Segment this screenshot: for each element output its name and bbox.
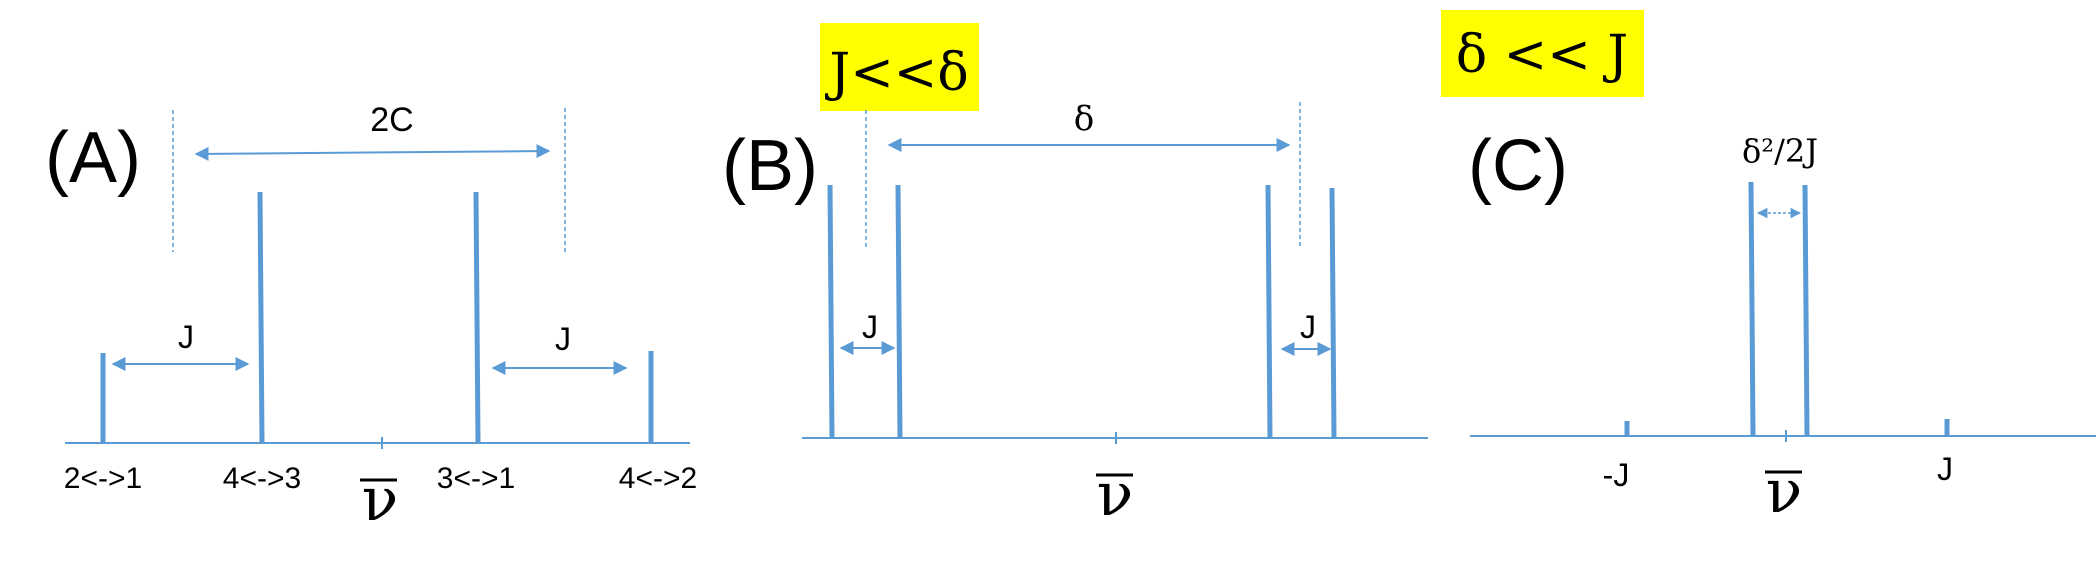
panel-b-line-3 [1265, 184, 1273, 439]
panel-b-j-label-right: J [1300, 309, 1316, 345]
panel-b-line-4 [1329, 187, 1337, 439]
panel-c-j-label: J [1937, 451, 1953, 487]
panel-a-j-label-left: J [178, 319, 194, 355]
panel-c-nu-symbol: ν [1766, 457, 1802, 527]
panel-a-label: (A) [45, 118, 141, 198]
panel-a-nu-symbol: ν [362, 465, 398, 535]
panel-c-badge-text: δ << J [1456, 25, 1628, 85]
panel-a-2c-label: 2C [370, 101, 413, 139]
panel-a-line-3-1 [473, 191, 481, 444]
panel-b: J<<δ (B) δ J J ν [722, 23, 1428, 530]
panel-c-line-left [1748, 181, 1756, 437]
panel-b-badge-text: J<<δ [824, 43, 968, 103]
panel-c-badge [1441, 10, 1644, 97]
panel-a: (A) 2C J J 2<->1 4<->3 3<->1 4<->2 ν [45, 101, 697, 535]
panel-b-delta-label: δ [1074, 99, 1094, 139]
panel-b-label: (B) [722, 126, 818, 206]
panel-a-j-label-right: J [555, 321, 571, 357]
panel-b-nu-symbol: ν [1097, 460, 1133, 530]
panel-b-line-1 [827, 184, 835, 439]
panel-a-2c-arrow [194, 144, 551, 161]
panel-c-gap-label: δ²/2J [1742, 132, 1818, 170]
panel-a-transition-3-1: 3<->1 [437, 462, 515, 495]
panel-a-line-4-3 [257, 191, 265, 444]
panel-a-transition-2-1: 2<->1 [64, 462, 142, 495]
panel-a-transition-4-2: 4<->2 [619, 462, 697, 495]
panel-a-transition-4-3: 4<->3 [223, 462, 301, 495]
panel-c-label: (C) [1468, 126, 1568, 206]
panel-b-badge [820, 23, 979, 111]
panel-b-j-label-left: J [862, 309, 878, 345]
panel-c: δ << J (C) δ²/2J -J J ν [1441, 10, 2096, 527]
panel-c-minus-j-label: -J [1603, 457, 1630, 493]
panel-c-line-right [1802, 184, 1810, 437]
panel-b-line-2 [895, 184, 903, 439]
